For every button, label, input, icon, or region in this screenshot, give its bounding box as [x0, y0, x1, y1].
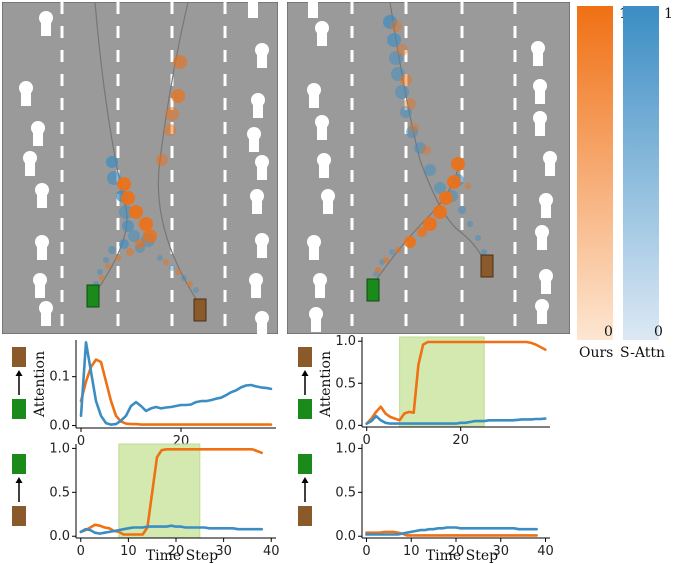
x-tick-label: 0 [362, 544, 370, 559]
road-left [2, 2, 278, 334]
ego-vehicle-icon [12, 399, 26, 419]
arrow-up-icon [15, 477, 23, 483]
x-tick-label: 10 [403, 544, 420, 559]
other-vehicle-icon [298, 506, 312, 526]
y-tick-label: 0.0 [49, 529, 70, 544]
arrow-up-icon [15, 370, 23, 376]
other-vehicle-icon [12, 506, 26, 526]
series-line-s-attn [79, 524, 264, 535]
y-tick-label: 1.0 [335, 334, 356, 349]
colorbar-ours-label: Ours [579, 345, 613, 361]
y-tick-label: 1.0 [335, 441, 356, 456]
x-tick-label: 30 [492, 544, 509, 559]
y-tick-label: 0.0 [335, 529, 356, 544]
y-tick-label: 0.5 [49, 485, 70, 500]
colorbar-ours-min: 0 [604, 324, 613, 340]
x-tick-label: 0 [363, 433, 371, 448]
chart-top-right: 0.0 0.5 1.0 0 20 Attention [318, 334, 550, 448]
colorbar-s-attn-max: 1 [664, 6, 673, 22]
y-axis-label: Attention [318, 351, 334, 418]
y-tick-label: 0.5 [335, 485, 356, 500]
ego-vehicle-left [86, 284, 100, 308]
x-tick-label: 10 [120, 544, 137, 559]
series-line-ours [365, 530, 538, 537]
series-line-ours [79, 447, 264, 536]
x-tick-label: 40 [537, 544, 554, 559]
ego-vehicle-icon [298, 399, 312, 419]
x-tick-label: 30 [215, 544, 232, 559]
y-axis-label: Attention [32, 351, 48, 418]
y-tick-label: 0.1 [49, 370, 70, 385]
colorbar-ours-gradient [577, 6, 613, 340]
ego-vehicle-right [366, 278, 380, 302]
other-vehicle-icon [12, 347, 26, 367]
series-line-ours [365, 340, 547, 425]
colorbar-s-attn-min: 0 [654, 324, 663, 340]
series-line-s-attn [365, 526, 538, 536]
ego-vehicle-icon [298, 454, 312, 474]
pair-icon-bottom-left [12, 454, 26, 526]
x-tick-label: 20 [448, 544, 465, 559]
colorbar-s-attn: 1 0 S-Attn [620, 6, 673, 361]
colorbar-s-attn-gradient [623, 6, 659, 340]
x-tick-label: 40 [263, 544, 280, 559]
series-line-s-attn [365, 414, 547, 425]
parked-objects-right [307, 2, 557, 332]
highlight-region [118, 443, 201, 539]
attention-dots-right [373, 15, 487, 277]
other-vehicle-right [480, 254, 494, 278]
scene-right [287, 2, 570, 334]
y-tick-label: 1.0 [49, 441, 70, 456]
chart-bottom-left: 0.0 0.5 1.0 0 10 20 30 40 Time Step [49, 441, 279, 564]
x-axis-label: Time Step [426, 548, 498, 564]
x-tick-label: 20 [452, 433, 469, 448]
arrow-up-icon [301, 370, 309, 376]
lane-markings-left [60, 2, 227, 334]
x-tick-label: 20 [168, 544, 185, 559]
parked-objects-left [19, 2, 269, 334]
colorbar-ours: 1 0 Ours [577, 6, 628, 361]
x-tick-label: 0 [77, 544, 85, 559]
scene-left [2, 2, 278, 334]
pair-icon-top-right [298, 347, 312, 419]
lane-markings-right [350, 2, 517, 334]
x-axis-label: Time Step [146, 548, 218, 564]
other-vehicle-icon [298, 347, 312, 367]
y-tick-label: 0.0 [335, 418, 356, 433]
series-line-ours [79, 358, 273, 426]
pair-icon-bottom-right [298, 454, 312, 526]
arrow-up-icon [301, 477, 309, 483]
vehicles-left [86, 284, 207, 322]
vehicles-right [366, 254, 494, 302]
y-tick-label: 0.5 [335, 376, 356, 391]
series-line-s-attn [79, 341, 273, 426]
x-tick-label: 0 [77, 434, 85, 449]
chart-bottom-right: 0.0 0.5 1.0 0 10 20 30 40 Time Step [335, 441, 553, 564]
pair-icon-top-left [12, 347, 26, 419]
colorbar-s-attn-label: S-Attn [620, 345, 665, 361]
ego-vehicle-icon [12, 454, 26, 474]
other-vehicle-left [193, 298, 207, 322]
y-tick-label: 0.0 [49, 419, 70, 434]
attention-dots-left [93, 55, 199, 293]
